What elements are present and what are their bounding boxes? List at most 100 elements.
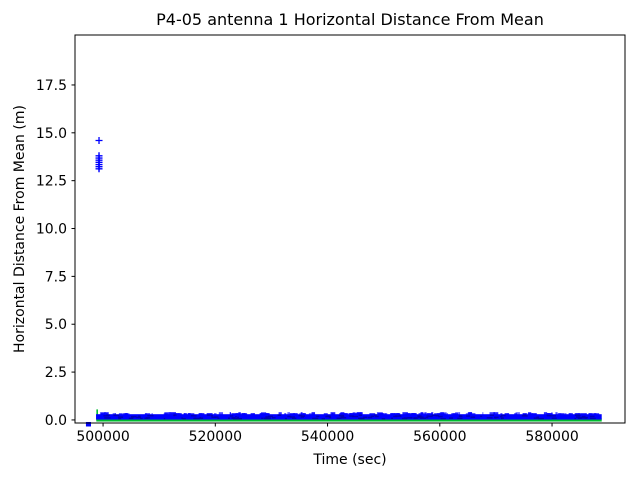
band-noise-dense [420,417,426,419]
band-noise-dense [103,415,110,417]
band-noise-bump [250,413,255,416]
band-noise-bump [300,412,303,416]
band-noise-dense [358,417,365,420]
band-noise-dense [398,414,401,417]
band-noise-dense [435,414,439,417]
band-noise-bump [467,412,473,416]
band-noise-dense [328,416,332,419]
band-noise-dense [210,414,213,417]
x-tick-label: 580000 [525,429,578,445]
band-noise-dense [336,417,342,420]
band-noise-dense [584,417,588,419]
band-noise-bump [163,413,169,416]
band-noise-dense [395,415,402,417]
band-noise-bump [588,413,592,416]
chart-title: P4-05 antenna 1 Horizontal Distance From… [156,10,544,29]
band-noise-dense [352,415,359,418]
band-noise-dense [438,415,443,418]
band-noise-dense [342,417,347,419]
band-noise-dense [375,415,379,418]
band-noise-dense [211,416,216,419]
band-noise-dense [426,415,430,417]
band-noise-dense [449,417,454,419]
band-noise-dense [145,417,151,419]
blue-series-band [96,414,602,420]
band-noise-dense [321,418,325,420]
band-noise-bump [323,413,328,416]
band-noise-dense [551,417,557,419]
band-noise-dense [577,417,582,420]
band-noise-bump [446,413,449,416]
band-noise-dense [284,417,287,420]
data-point-plus-marker [95,136,103,144]
band-noise-dense [533,417,539,419]
band-noise-dense [287,415,292,418]
band-noise-bump [175,413,182,416]
band-noise-dense [401,417,408,420]
band-noise-bump [175,413,178,416]
band-noise-bump [527,413,531,416]
band-noise-bump [146,413,151,416]
band-noise-bump [308,413,312,416]
band-noise-dense [340,416,345,418]
band-noise-dense [193,417,200,420]
band-noise-bump [104,412,109,416]
band-noise-dense [271,416,276,419]
x-tick-label: 520000 [189,429,242,445]
band-noise-dense [277,414,280,416]
band-noise-dense [501,417,504,419]
band-noise-dense [472,416,476,418]
band-noise-bump [144,413,147,416]
band-noise-bump [352,412,356,416]
band-noise-dense [523,414,527,416]
y-tick-label: 2.5 [45,365,67,381]
band-noise-dense [500,414,506,417]
band-noise-bump [438,413,444,416]
band-noise-bump [531,413,537,416]
y-tick-label: 0.0 [45,413,67,429]
axes-spines [74,34,626,424]
band-noise-bump [436,413,440,416]
band-noise-dense [232,417,235,419]
band-noise-bump [379,413,384,416]
y-tick-label: 5.0 [45,317,67,333]
band-noise-dense [574,417,577,420]
data-point-plus-marker [95,165,103,173]
band-noise-dense [589,417,596,420]
band-noise-bump [482,412,484,416]
band-noise-bump [471,413,476,416]
y-tick-label: 15.0 [36,126,67,142]
band-noise-dense [128,417,134,420]
band-noise-bump [584,413,587,416]
band-noise-bump [515,412,520,416]
band-noise-dense [264,417,271,420]
y-tick-label: 12.5 [36,174,67,190]
band-noise-bump [568,413,573,416]
band-noise-bump [431,412,434,416]
band-noise-dense [229,415,234,417]
band-noise-bump [235,413,240,416]
band-noise-dense [327,415,330,417]
band-noise-dense [300,416,305,418]
band-noise-bump [311,412,316,416]
band-noise-bump [293,413,297,416]
band-noise-bump [187,413,191,416]
band-noise-dense [233,418,240,420]
band-noise-dense [580,416,587,419]
band-noise-dense [391,417,393,420]
band-noise-bump [265,413,270,416]
band-noise-bump [489,412,496,416]
band-noise-dense [459,415,462,417]
band-noise-dense [338,414,345,417]
band-noise-dense [549,415,556,417]
band-noise-bump [218,412,224,416]
band-noise-dense [291,417,297,420]
band-noise-dense [363,416,368,419]
band-noise-bump [426,413,431,416]
band-noise-bump [543,412,548,416]
band-noise-bump [341,413,348,416]
band-noise-dense [589,415,595,418]
band-noise-bump [289,413,296,416]
band-noise-dense [213,416,219,418]
band-noise-bump [594,413,597,416]
